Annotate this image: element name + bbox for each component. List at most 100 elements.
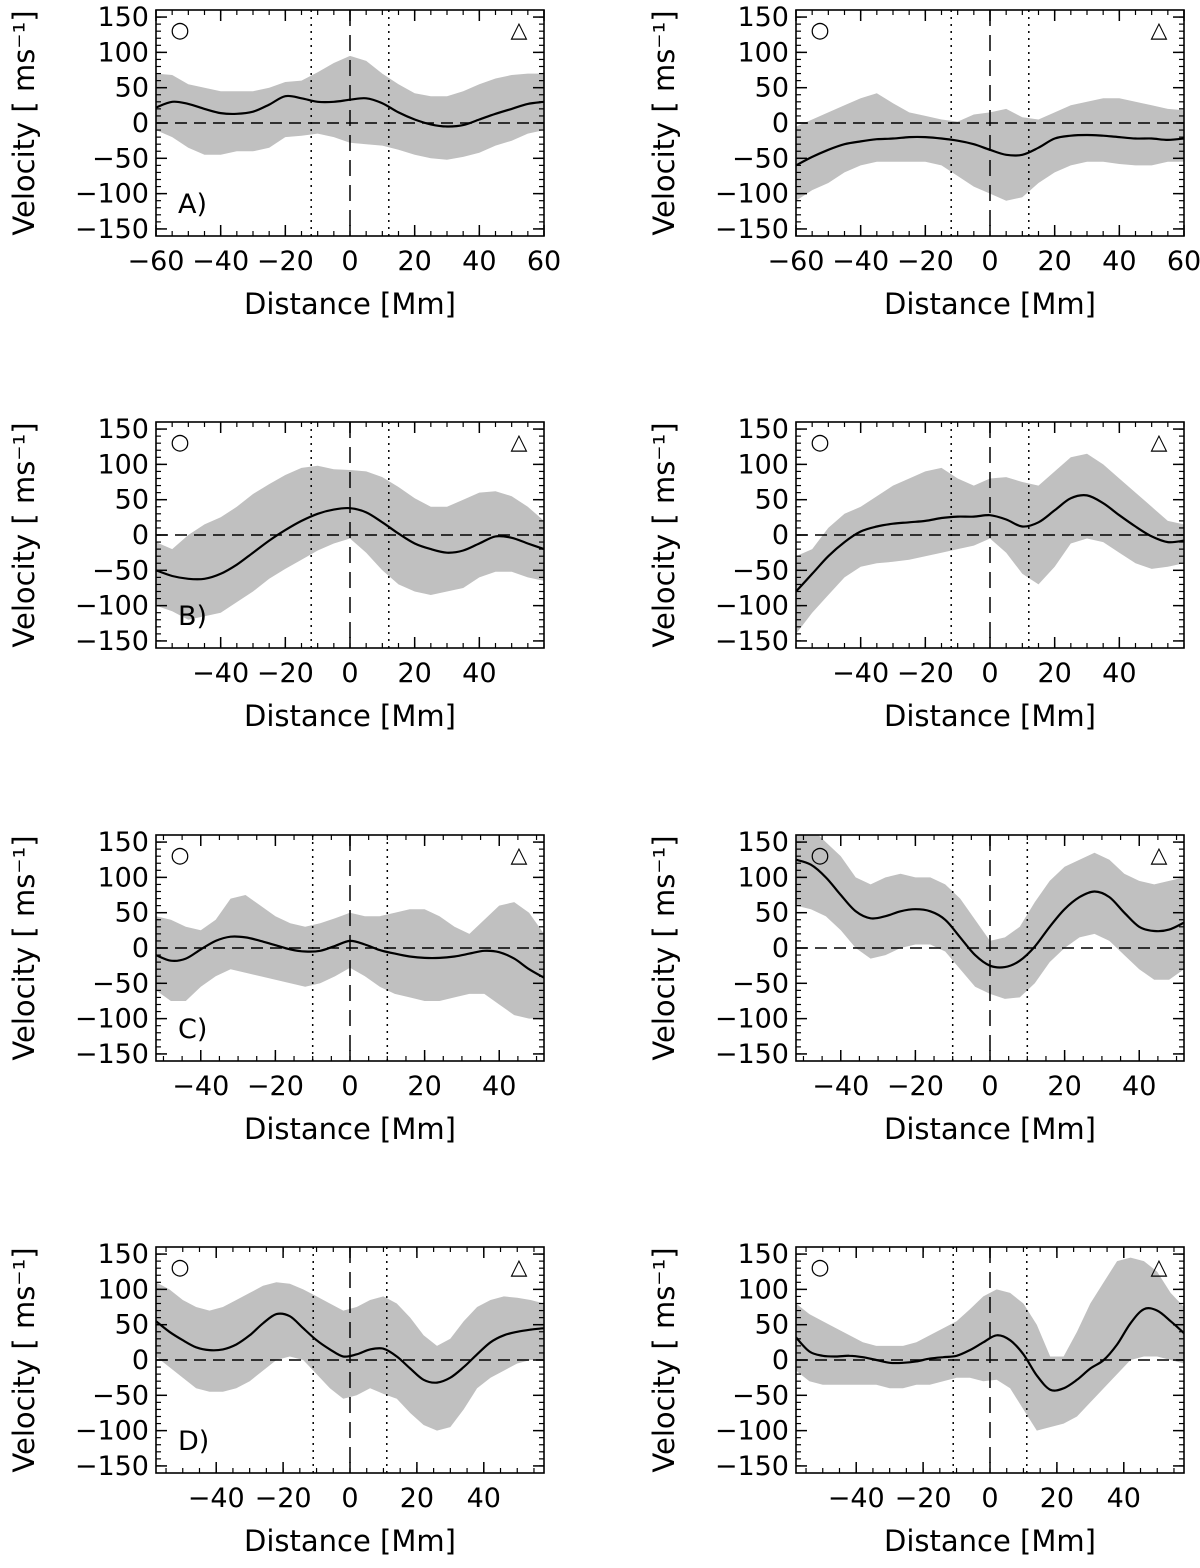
mean-velocity-line (796, 133, 1184, 167)
panel-label: D) (178, 1426, 209, 1457)
mean-velocity-line (156, 94, 544, 128)
chart-panel: −40 −20 0 20 40 150 100 50 0 −50 −100 −150 Distance … (647, 827, 1185, 1146)
x-tick-label: −20 (257, 246, 314, 277)
chart-panel: −40 −20 0 20 40 150 100 50 0 −50 −100 −150 Distance … (7, 414, 545, 733)
mean-velocity-line (796, 858, 1184, 969)
x-tick-label: 20 (397, 246, 431, 277)
spread-band (156, 895, 544, 1019)
y-tick-label: −100 (75, 1416, 149, 1447)
x-tick-label: 20 (1037, 658, 1071, 689)
x-tick-label: 40 (462, 658, 496, 689)
chart-panel: −40 −20 0 20 40 150 100 50 0 −50 −100 −150 Distance … (647, 1239, 1185, 1558)
y-axis-title: Velocity [ ms⁻¹] (7, 835, 41, 1060)
chart-panel: −60 −40 −20 0 20 40 60 150 100 50 0 −50 −100 −150 Dist… (7, 2, 561, 321)
triangle-marker-icon: △ (511, 430, 528, 455)
y-tick-label: 50 (755, 485, 789, 516)
y-axis-title: Velocity [ ms⁻¹] (647, 422, 681, 647)
y-tick-label: 150 (97, 414, 149, 445)
triangle-marker-icon: △ (1151, 18, 1168, 43)
mean-velocity-line (156, 506, 544, 581)
plot-area (796, 1247, 1184, 1473)
y-tick-label: 0 (132, 108, 149, 139)
y-tick-label: −150 (75, 1451, 149, 1482)
x-tick-label: −40 (192, 246, 249, 277)
plot-area (796, 835, 1184, 1061)
x-tick-label: −40 (192, 658, 249, 689)
x-tick-label: 40 (1102, 246, 1136, 277)
x-tick-label: −40 (812, 1071, 869, 1102)
y-tick-label: 0 (132, 1345, 149, 1376)
x-tick-label: −40 (832, 658, 889, 689)
triangle-marker-icon: △ (511, 843, 528, 868)
y-tick-label: −100 (75, 1004, 149, 1035)
x-tick-label: 0 (341, 1483, 358, 1514)
y-axis-title: Velocity [ ms⁻¹] (7, 422, 41, 647)
x-tick-label: −40 (172, 1071, 229, 1102)
mean-velocity-line (156, 935, 544, 979)
y-tick-label: −50 (732, 555, 789, 586)
plot-area (156, 10, 544, 236)
x-tick-label: 20 (1040, 1483, 1074, 1514)
y-tick-label: 0 (772, 1345, 789, 1376)
y-tick-label: 0 (772, 108, 789, 139)
x-tick-label: −20 (257, 658, 314, 689)
x-tick-label: 40 (1102, 658, 1136, 689)
x-tick-label: −20 (887, 1071, 944, 1102)
spread-band (796, 1257, 1184, 1431)
x-tick-label: 0 (981, 658, 998, 689)
x-tick-label: −40 (188, 1483, 245, 1514)
y-tick-label: −50 (92, 968, 149, 999)
y-tick-label: 0 (772, 520, 789, 551)
circle-marker-icon: ○ (170, 430, 189, 455)
x-axis-title: Distance [Mm] (244, 287, 456, 321)
x-tick-label: −60 (128, 246, 185, 277)
x-axis-title: Distance [Mm] (244, 1112, 456, 1146)
y-tick-label: −100 (75, 591, 149, 622)
mean-velocity-line (156, 1312, 544, 1384)
circle-marker-icon: ○ (810, 18, 829, 43)
x-tick-label: 20 (397, 658, 431, 689)
y-tick-label: 100 (97, 449, 149, 480)
triangle-marker-icon: △ (1151, 1255, 1168, 1280)
y-axis-title: Velocity [ ms⁻¹] (647, 835, 681, 1060)
y-tick-label: 50 (755, 73, 789, 104)
x-tick-label: 40 (462, 246, 496, 277)
y-tick-label: 150 (737, 1239, 789, 1270)
panel-label: B) (178, 601, 207, 632)
y-tick-label: 100 (737, 449, 789, 480)
triangle-marker-icon: △ (511, 1255, 528, 1280)
y-tick-label: 100 (737, 1274, 789, 1305)
y-tick-label: −100 (715, 1416, 789, 1447)
y-tick-label: −100 (715, 179, 789, 210)
x-tick-label: 0 (981, 246, 998, 277)
y-tick-label: −150 (715, 1039, 789, 1070)
triangle-marker-icon: △ (511, 18, 528, 43)
x-axis-title: Distance [Mm] (884, 699, 1096, 733)
y-tick-label: −150 (715, 1451, 789, 1482)
plot-area (796, 10, 1184, 236)
x-tick-label: 20 (400, 1483, 434, 1514)
y-tick-label: −150 (715, 214, 789, 245)
triangle-marker-icon: △ (1151, 843, 1168, 868)
x-tick-label: 40 (467, 1483, 501, 1514)
y-tick-label: 50 (115, 485, 149, 516)
x-axis-title: Distance [Mm] (884, 1112, 1096, 1146)
y-tick-label: −100 (75, 179, 149, 210)
x-tick-label: 0 (341, 1071, 358, 1102)
y-tick-label: −150 (75, 214, 149, 245)
y-tick-label: −50 (92, 1380, 149, 1411)
x-tick-label: −40 (828, 1483, 885, 1514)
spread-band (156, 465, 544, 620)
y-axis-title: Velocity [ ms⁻¹] (647, 1247, 681, 1472)
x-tick-label: −20 (897, 658, 954, 689)
x-tick-label: 20 (407, 1071, 441, 1102)
chart-panel: −40 −20 0 20 40 150 100 50 0 −50 −100 −150 Distance … (7, 1239, 545, 1558)
y-axis-title: Velocity [ ms⁻¹] (7, 1247, 41, 1472)
x-tick-label: 0 (341, 658, 358, 689)
x-tick-label: 0 (981, 1483, 998, 1514)
x-axis-title: Distance [Mm] (244, 699, 456, 733)
mean-velocity-line (796, 1307, 1184, 1392)
x-tick-label: −20 (247, 1071, 304, 1102)
y-tick-label: 150 (97, 827, 149, 858)
